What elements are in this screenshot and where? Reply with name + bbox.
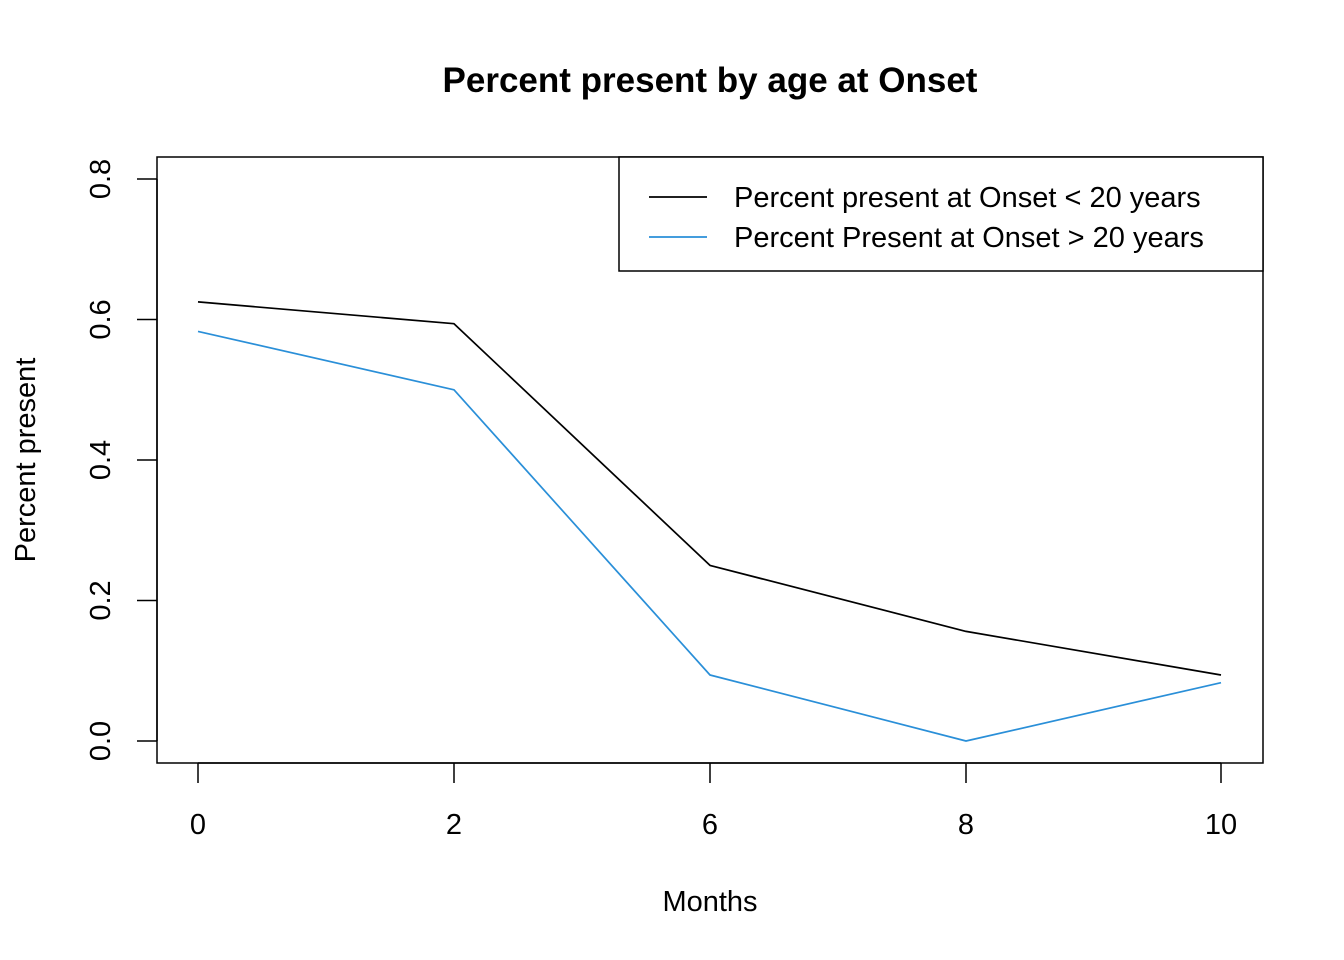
x-tick-label: 0 xyxy=(190,809,206,841)
x-tick-label: 2 xyxy=(446,809,462,841)
legend: Percent present at Onset < 20 years Perce… xyxy=(618,156,1264,272)
legend-label-2: Percent Present at Onset > 20 years xyxy=(734,222,1204,254)
x-tick-label: 6 xyxy=(702,809,718,841)
y-tick-label: 0.4 xyxy=(85,440,117,480)
x-tick-label: 10 xyxy=(1205,809,1237,841)
y-axis-title: Percent present xyxy=(10,358,42,563)
chart-title: Percent present by age at Onset xyxy=(443,61,978,100)
y-tick-label: 0.6 xyxy=(85,299,117,339)
y-tick-label: 0.0 xyxy=(85,721,117,761)
y-tick-label: 0.8 xyxy=(85,159,117,199)
y-axis: 0.0 0.2 0.4 0.6 0.8 xyxy=(85,159,158,761)
series-line-1 xyxy=(197,301,1222,676)
legend-label-1: Percent present at Onset < 20 years xyxy=(734,182,1201,214)
x-tick-label: 8 xyxy=(958,809,974,841)
x-axis-title: Months xyxy=(662,886,757,918)
x-axis: 0 2 6 8 10 xyxy=(190,762,1237,841)
y-tick-label: 0.2 xyxy=(85,580,117,620)
series-line-2 xyxy=(197,330,1222,742)
series-layer xyxy=(197,301,1222,742)
legend-box xyxy=(618,156,1264,272)
